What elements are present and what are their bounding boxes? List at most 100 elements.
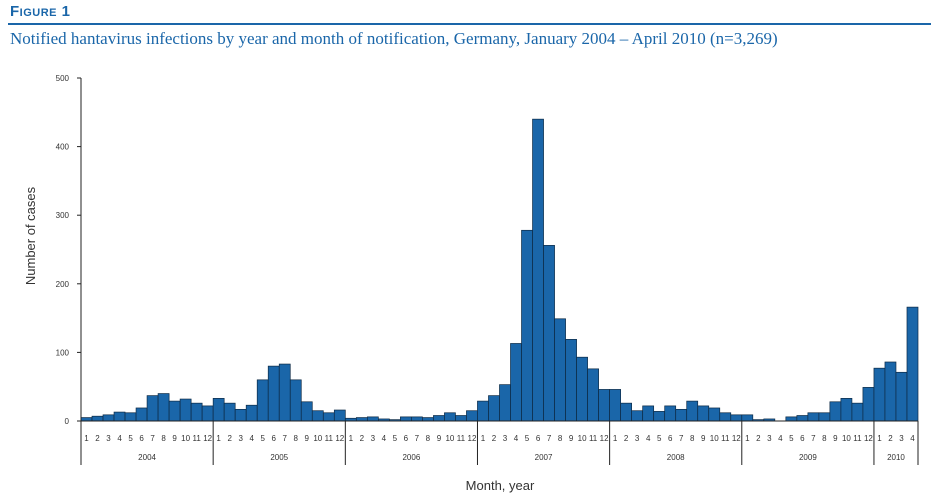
x-tick-label: 6	[139, 434, 144, 443]
bar	[113, 411, 126, 422]
x-tick-label: 1	[745, 434, 750, 443]
y-tick-label: 0	[65, 417, 70, 426]
x-tick-label: 2	[756, 434, 761, 443]
bar	[521, 229, 533, 422]
x-tick-label: 4	[514, 434, 519, 443]
bar	[422, 417, 434, 422]
y-tick-label: 500	[56, 74, 70, 83]
bar	[818, 412, 831, 422]
bar	[664, 405, 677, 422]
x-tick-label: 5	[260, 434, 265, 443]
x-tick-label: 9	[833, 434, 838, 443]
year-label: 2010	[887, 453, 905, 462]
x-tick-label: 6	[404, 434, 409, 443]
x-tick-label: 9	[437, 434, 442, 443]
bar	[223, 402, 236, 422]
bar	[851, 402, 864, 422]
x-tick-label: 10	[445, 434, 454, 443]
bar	[565, 339, 577, 422]
x-tick-label: 7	[811, 434, 816, 443]
x-tick-label: 8	[294, 434, 299, 443]
x-tick-label: 7	[283, 434, 288, 443]
bar	[400, 416, 412, 422]
bar	[642, 405, 655, 422]
x-tick-label: 3	[767, 434, 772, 443]
x-tick-label: 9	[305, 434, 310, 443]
x-tick-label: 5	[393, 434, 398, 443]
bar	[466, 410, 478, 422]
bar	[289, 379, 302, 422]
bar	[840, 398, 853, 422]
x-tick-label: 3	[371, 434, 376, 443]
x-axis-label: Month, year	[466, 478, 535, 493]
figure-title: Notified hantavirus infections by year a…	[10, 29, 778, 48]
x-tick-label: 7	[679, 434, 684, 443]
year-label: 2007	[535, 453, 553, 462]
x-tick-label: 1	[216, 434, 221, 443]
bar	[124, 412, 137, 422]
x-tick-label: 4	[249, 434, 254, 443]
x-tick-label: 12	[335, 434, 344, 443]
bar	[587, 368, 599, 422]
bar	[873, 367, 886, 422]
x-tick-label: 11	[589, 434, 598, 443]
bar	[455, 415, 467, 422]
bar	[311, 410, 324, 422]
x-tick-label: 9	[569, 434, 574, 443]
bar	[278, 363, 291, 422]
x-tick-label: 10	[842, 434, 851, 443]
x-tick-label: 2	[492, 434, 497, 443]
bar	[80, 417, 93, 422]
bar	[488, 395, 500, 422]
bar	[256, 379, 269, 422]
x-tick-label: 6	[668, 434, 673, 443]
bar	[631, 410, 644, 422]
bar	[532, 118, 544, 422]
x-tick-label: 11	[457, 434, 466, 443]
x-tick-label: 4	[382, 434, 387, 443]
x-tick-label: 3	[635, 434, 640, 443]
bar	[675, 408, 688, 422]
x-tick-label: 5	[789, 434, 794, 443]
x-tick-label: 10	[181, 434, 190, 443]
bar	[741, 414, 754, 422]
x-tick-label: 7	[415, 434, 420, 443]
bar	[245, 404, 258, 422]
x-tick-label: 11	[325, 434, 334, 443]
bar	[333, 409, 346, 422]
x-tick-label: 8	[822, 434, 827, 443]
bar	[179, 398, 192, 422]
bar	[719, 412, 732, 422]
bar	[444, 412, 456, 422]
x-tick-label: 4	[646, 434, 651, 443]
bar	[510, 343, 522, 422]
x-tick-label: 3	[238, 434, 243, 443]
x-tick-label: 4	[778, 434, 783, 443]
year-label: 2004	[138, 453, 156, 462]
bar	[212, 398, 225, 422]
bar	[91, 415, 104, 422]
x-tick-label: 2	[95, 434, 100, 443]
bar	[477, 400, 489, 422]
bar	[829, 401, 842, 422]
bar	[366, 416, 379, 422]
x-tick-label: 8	[690, 434, 695, 443]
x-tick-label: 10	[313, 434, 322, 443]
y-tick-label: 100	[56, 348, 70, 357]
bar	[135, 407, 148, 422]
x-tick-label: 4	[117, 434, 122, 443]
bar	[411, 416, 423, 422]
x-tick-label: 10	[578, 434, 587, 443]
x-tick-label: 8	[558, 434, 563, 443]
x-tick-label: 12	[468, 434, 477, 443]
x-tick-label: 4	[910, 434, 915, 443]
x-tick-label: 6	[800, 434, 805, 443]
x-tick-label: 2	[624, 434, 629, 443]
bar	[862, 387, 875, 422]
bar	[554, 318, 566, 422]
x-tick-label: 2	[360, 434, 365, 443]
x-tick-label: 12	[600, 434, 609, 443]
x-tick-label: 1	[481, 434, 486, 443]
bar	[884, 361, 897, 422]
bar	[355, 417, 368, 422]
